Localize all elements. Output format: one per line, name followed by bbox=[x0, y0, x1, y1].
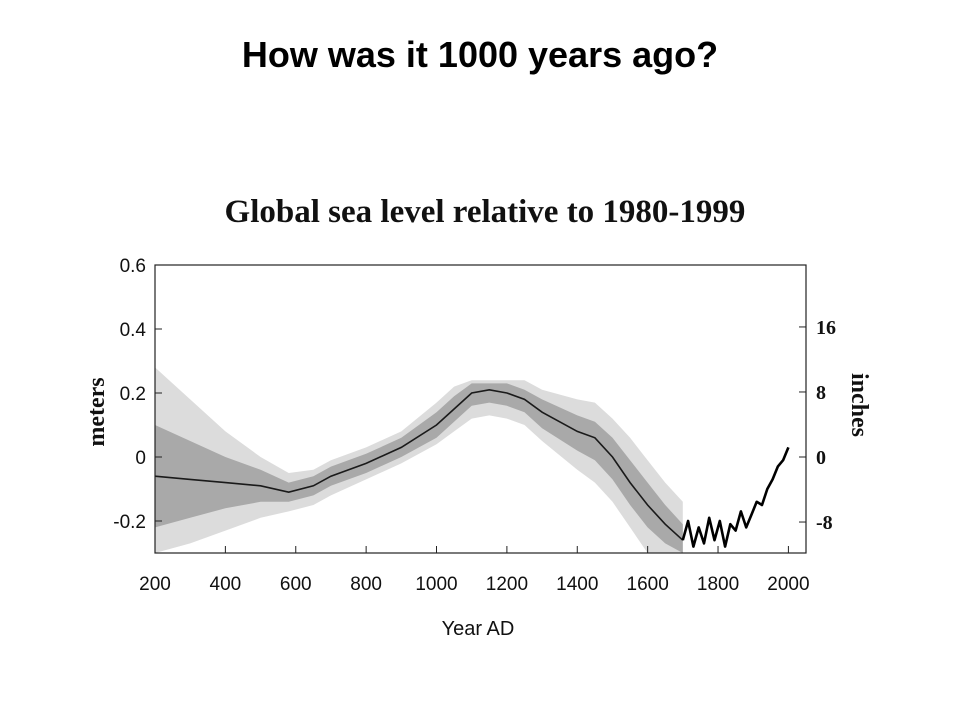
x-tick-label: 1000 bbox=[415, 574, 457, 595]
x-tick-label: 2000 bbox=[767, 574, 809, 595]
observed-line bbox=[681, 446, 790, 548]
x-axis-label: Year AD bbox=[442, 618, 515, 640]
y-tick-label: -0.2 bbox=[113, 512, 146, 533]
chart-title: Global sea level relative to 1980-1999 bbox=[225, 194, 746, 230]
y-axis-label-left: meters bbox=[84, 377, 110, 446]
reconstruction-line bbox=[154, 388, 684, 541]
x-tick-label: 1200 bbox=[486, 574, 528, 595]
y-tick-label: 0.6 bbox=[120, 256, 146, 277]
y-right-tick-label: 8 bbox=[816, 382, 826, 404]
x-tick-label: 400 bbox=[210, 574, 242, 595]
y-tick-label: 0 bbox=[135, 448, 146, 469]
y-axis-left: 0.6 0.4 0.2 0 -0.2 bbox=[113, 256, 162, 533]
y-right-tick-label: 16 bbox=[816, 317, 836, 339]
y-right-tick-label: 0 bbox=[816, 447, 826, 469]
y-axis-right: 16 8 0 -8 bbox=[799, 317, 836, 534]
x-tick-label: 600 bbox=[280, 574, 312, 595]
y-right-tick-label: -8 bbox=[816, 512, 833, 534]
x-tick-label: 800 bbox=[350, 574, 382, 595]
x-tick-label: 1400 bbox=[556, 574, 598, 595]
plot-frame bbox=[154, 264, 807, 554]
y-tick-label: 0.4 bbox=[120, 320, 147, 341]
x-tick-label: 1800 bbox=[697, 574, 739, 595]
inner-uncertainty-band bbox=[155, 383, 683, 553]
slide-title: How was it 1000 years ago? bbox=[241, 34, 719, 75]
x-tick-label: 1600 bbox=[627, 574, 669, 595]
y-tick-label: 0.2 bbox=[120, 384, 146, 405]
x-tick-label: 200 bbox=[139, 574, 171, 595]
y-axis-label-right: inches bbox=[846, 373, 872, 437]
x-axis: 200 400 600 800 1000 1200 1400 1600 1800 2000 bbox=[139, 546, 810, 595]
plot-area bbox=[154, 367, 790, 553]
